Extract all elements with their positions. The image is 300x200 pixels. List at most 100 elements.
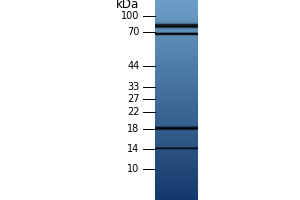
Bar xyxy=(154,140,198,141)
Bar xyxy=(154,101,198,102)
Bar xyxy=(154,12,198,13)
Bar xyxy=(154,46,198,47)
Bar xyxy=(154,126,198,127)
Bar xyxy=(154,104,198,105)
Bar xyxy=(154,46,198,47)
Bar xyxy=(154,149,198,150)
Bar xyxy=(154,31,198,32)
Bar xyxy=(154,22,198,23)
Bar xyxy=(154,197,198,198)
Bar xyxy=(154,56,198,57)
Bar xyxy=(154,60,198,61)
Bar xyxy=(154,126,198,127)
Bar xyxy=(154,128,198,129)
Bar xyxy=(154,177,198,178)
Bar xyxy=(154,168,198,169)
Bar xyxy=(154,87,198,88)
Bar xyxy=(154,32,198,33)
Bar xyxy=(154,147,198,148)
Bar xyxy=(154,141,198,142)
Bar xyxy=(154,170,198,171)
Bar xyxy=(154,187,198,188)
Bar xyxy=(154,124,198,125)
Bar xyxy=(154,55,198,56)
Text: 14: 14 xyxy=(127,144,140,154)
Bar xyxy=(154,15,198,16)
Bar xyxy=(154,126,198,127)
Bar xyxy=(154,195,198,196)
Bar xyxy=(154,152,198,153)
Bar xyxy=(154,36,198,37)
Bar xyxy=(154,176,198,177)
Bar xyxy=(154,26,198,27)
Bar xyxy=(154,25,198,26)
Bar xyxy=(154,144,198,145)
Bar xyxy=(154,156,198,157)
Bar xyxy=(154,146,198,147)
Bar xyxy=(154,0,198,1)
Bar xyxy=(154,165,198,166)
Bar xyxy=(154,147,198,148)
Bar xyxy=(154,192,198,193)
Bar xyxy=(154,188,198,189)
Bar xyxy=(154,103,198,104)
Bar xyxy=(154,193,198,194)
Bar xyxy=(154,174,198,175)
Bar xyxy=(154,112,198,113)
Bar xyxy=(154,100,198,101)
Bar xyxy=(154,118,198,119)
Bar xyxy=(154,27,198,28)
Bar xyxy=(154,91,198,92)
Bar xyxy=(154,186,198,187)
Bar xyxy=(154,107,198,108)
Bar xyxy=(154,117,198,118)
Bar xyxy=(154,78,198,79)
Bar xyxy=(154,173,198,174)
Bar xyxy=(154,90,198,91)
Bar xyxy=(154,190,198,191)
Bar xyxy=(154,153,198,154)
Bar xyxy=(154,79,198,80)
Bar xyxy=(154,102,198,103)
Bar xyxy=(154,83,198,84)
Bar xyxy=(154,72,198,73)
Bar xyxy=(154,106,198,107)
Bar xyxy=(154,155,198,156)
Bar xyxy=(154,2,198,3)
Bar xyxy=(154,30,198,31)
Bar xyxy=(154,58,198,59)
Bar xyxy=(154,5,198,6)
Bar xyxy=(154,49,198,50)
Bar xyxy=(154,26,198,27)
Bar xyxy=(154,151,198,152)
Bar xyxy=(154,62,198,63)
Bar xyxy=(154,26,198,27)
Bar xyxy=(154,31,198,32)
Bar xyxy=(154,8,198,9)
Bar xyxy=(154,45,198,46)
Bar xyxy=(154,125,198,126)
Text: 70: 70 xyxy=(127,27,140,37)
Bar xyxy=(154,10,198,11)
Bar xyxy=(154,36,198,37)
Bar xyxy=(154,50,198,51)
Bar xyxy=(154,62,198,63)
Bar xyxy=(154,93,198,94)
Bar xyxy=(154,42,198,43)
Bar xyxy=(154,128,198,129)
Bar xyxy=(154,154,198,155)
Bar xyxy=(154,154,198,155)
Bar xyxy=(154,29,198,30)
Bar xyxy=(154,33,198,34)
Bar xyxy=(154,40,198,41)
Bar xyxy=(154,28,198,29)
Bar xyxy=(154,36,198,37)
Bar xyxy=(154,96,198,97)
Bar xyxy=(154,38,198,39)
Bar xyxy=(154,64,198,65)
Bar xyxy=(154,54,198,55)
Bar xyxy=(154,146,198,147)
Bar xyxy=(154,180,198,181)
Bar xyxy=(154,127,198,128)
Bar xyxy=(154,138,198,139)
